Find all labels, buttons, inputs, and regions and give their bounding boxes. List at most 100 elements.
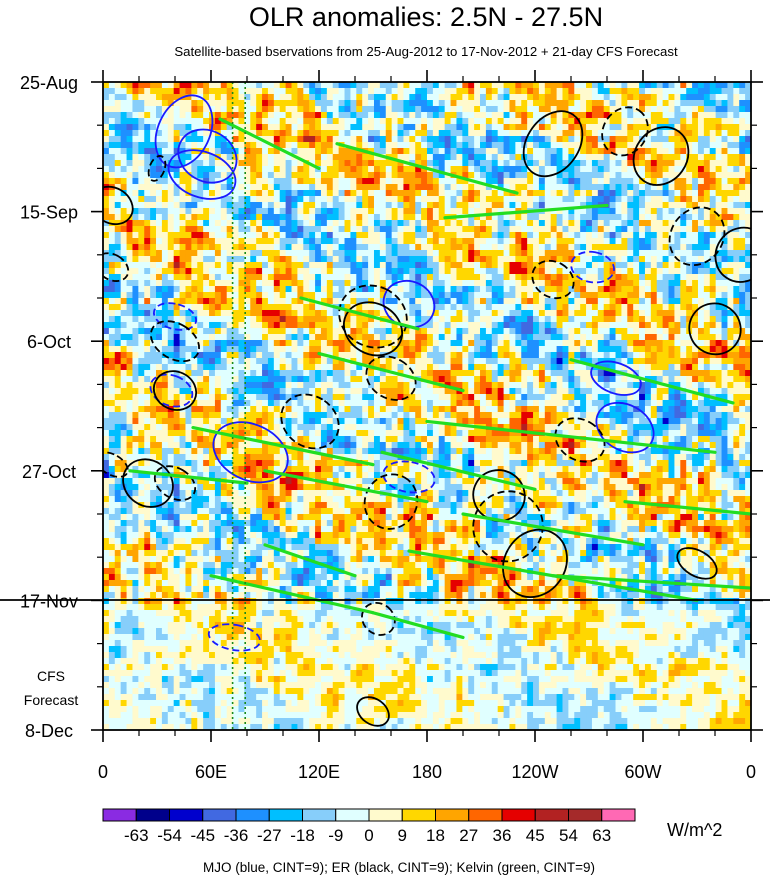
heatmap-cell xyxy=(674,274,681,281)
heatmap-cell xyxy=(480,202,487,209)
heatmap-cell xyxy=(285,112,293,119)
heatmap-cell xyxy=(521,310,528,317)
heatmap-cell xyxy=(544,322,552,329)
heatmap-cell xyxy=(639,184,646,191)
heatmap-cell xyxy=(315,88,322,95)
heatmap-cell xyxy=(603,190,611,197)
heatmap-cell xyxy=(650,274,658,281)
heatmap-cell xyxy=(114,136,122,143)
heatmap-cell xyxy=(703,220,711,227)
heatmap-cell xyxy=(315,304,322,311)
heatmap-cell xyxy=(497,328,505,335)
heatmap-cell xyxy=(421,238,428,245)
heatmap-cell xyxy=(662,154,670,161)
heatmap-cell xyxy=(550,154,558,161)
heatmap-cell xyxy=(491,298,499,305)
heatmap-cell xyxy=(733,82,740,89)
heatmap-cell xyxy=(527,202,534,209)
heatmap-cell xyxy=(161,346,169,353)
heatmap-cell xyxy=(639,232,646,239)
heatmap-cell xyxy=(232,166,240,173)
heatmap-cell xyxy=(232,304,240,311)
heatmap-cell xyxy=(662,250,670,257)
heatmap-cell xyxy=(356,352,363,359)
heatmap-cell xyxy=(167,190,175,197)
heatmap-cell xyxy=(468,346,475,353)
heatmap-cell xyxy=(350,136,357,143)
heatmap-cell xyxy=(497,148,505,155)
heatmap-cell xyxy=(444,304,452,311)
heatmap-cell xyxy=(220,304,228,311)
heatmap-cell xyxy=(474,232,481,239)
heatmap-cell xyxy=(226,346,234,353)
heatmap-cell xyxy=(303,136,310,143)
heatmap-cell xyxy=(515,310,522,317)
heatmap-cell xyxy=(586,328,593,335)
heatmap-cell xyxy=(362,274,369,281)
heatmap-cell xyxy=(214,232,222,239)
heatmap-cell xyxy=(344,232,352,239)
heatmap-cell xyxy=(244,106,251,113)
heatmap-cell xyxy=(597,232,605,239)
heatmap-cell xyxy=(320,244,328,251)
heatmap-cell xyxy=(267,352,275,359)
heatmap-cell xyxy=(562,268,569,275)
heatmap-cell xyxy=(108,226,116,233)
heatmap-cell xyxy=(379,112,387,119)
heatmap-cell xyxy=(550,334,558,341)
heatmap-cell xyxy=(368,178,375,185)
heatmap-cell xyxy=(179,160,187,167)
heatmap-cell xyxy=(745,172,751,179)
heatmap-cell xyxy=(615,196,622,203)
heatmap-cell xyxy=(527,184,534,191)
heatmap-cell xyxy=(262,274,269,281)
heatmap-cell xyxy=(538,244,546,251)
heatmap-cell xyxy=(120,208,128,215)
heatmap-cell xyxy=(344,202,352,209)
heatmap-cell xyxy=(191,238,198,245)
heatmap-cell xyxy=(209,280,216,287)
heatmap-cell xyxy=(209,316,216,323)
heatmap-cell xyxy=(568,112,575,119)
heatmap-cell xyxy=(533,250,540,257)
heatmap-cell xyxy=(191,100,198,107)
heatmap-cell xyxy=(309,250,316,257)
heatmap-cell xyxy=(721,100,729,107)
heatmap-cell xyxy=(126,112,134,119)
heatmap-cell xyxy=(226,352,234,359)
heatmap-cell xyxy=(568,178,575,185)
heatmap-cell xyxy=(320,184,328,191)
heatmap-cell xyxy=(668,220,676,227)
heatmap-cell xyxy=(686,274,693,281)
heatmap-cell xyxy=(468,184,475,191)
heatmap-cell xyxy=(432,226,440,233)
heatmap-cell xyxy=(368,130,375,137)
heatmap-cell xyxy=(633,328,640,335)
heatmap-cell xyxy=(356,238,363,245)
heatmap-cell xyxy=(432,88,440,95)
heatmap-cell xyxy=(527,244,534,251)
heatmap-cell xyxy=(697,142,705,149)
heatmap-cell xyxy=(303,88,310,95)
heatmap-cell xyxy=(444,256,452,263)
heatmap-cell xyxy=(309,196,316,203)
heatmap-cell xyxy=(114,184,122,191)
heatmap-cell xyxy=(397,106,405,113)
heatmap-cell xyxy=(285,100,293,107)
heatmap-cell xyxy=(150,268,157,275)
heatmap-cell xyxy=(362,172,369,179)
heatmap-cell xyxy=(562,100,569,107)
heatmap-cell xyxy=(379,238,387,245)
heatmap-cell xyxy=(291,172,298,179)
heatmap-cell xyxy=(550,310,558,317)
heatmap-cell xyxy=(150,190,157,197)
heatmap-cell xyxy=(633,154,640,161)
heatmap-cell xyxy=(438,136,446,143)
heatmap-cell xyxy=(615,82,622,89)
heatmap-cell xyxy=(609,268,617,275)
heatmap-cell xyxy=(727,196,734,203)
heatmap-cell xyxy=(267,328,275,335)
heatmap-cell xyxy=(621,250,628,257)
heatmap-cell xyxy=(568,196,575,203)
heatmap-cell xyxy=(438,130,446,137)
